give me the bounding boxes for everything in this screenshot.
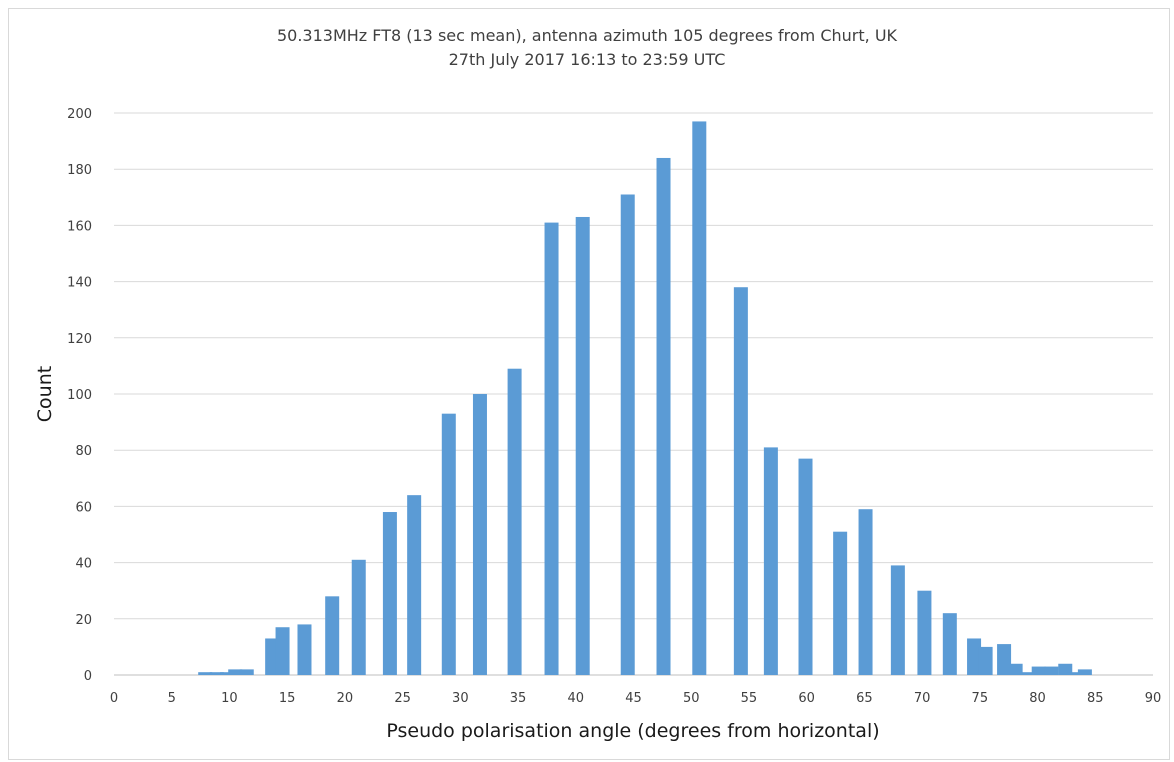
x-tick-label: 20 (337, 691, 354, 706)
bar (1021, 672, 1036, 675)
bar (198, 672, 213, 675)
bar (997, 644, 1012, 675)
x-tick-label: 35 (510, 691, 527, 706)
bar (507, 368, 522, 675)
x-tick-label: 30 (452, 691, 469, 706)
x-tick-label: 65 (856, 691, 873, 706)
y-axis-tick-labels: 0 20 40 60 80 100 120 140 160 180 200 (67, 107, 92, 684)
y-tick-label: 20 (75, 613, 92, 628)
bar (858, 509, 873, 675)
x-axis-label: Pseudo polarisation angle (degrees from … (386, 720, 879, 742)
x-tick-label: 0 (110, 691, 118, 706)
bar (407, 495, 422, 675)
y-tick-label: 200 (67, 107, 92, 122)
x-tick-label: 85 (1087, 691, 1104, 706)
bar (978, 646, 993, 675)
x-tick-label: 10 (221, 691, 238, 706)
bar (239, 669, 254, 675)
bar (441, 413, 456, 675)
x-tick-label: 15 (279, 691, 296, 706)
x-tick-label: 75 (972, 691, 989, 706)
bar (275, 627, 290, 675)
bar (544, 222, 559, 675)
y-tick-label: 140 (67, 276, 92, 291)
bar (325, 596, 340, 675)
bar (297, 624, 312, 675)
x-tick-label: 60 (798, 691, 815, 706)
x-tick-label: 45 (625, 691, 642, 706)
bar (917, 590, 932, 675)
bar (656, 157, 671, 675)
y-tick-label: 100 (67, 388, 92, 403)
y-axis-label: Count (34, 366, 56, 422)
y-tick-label: 160 (67, 219, 92, 234)
bar (1031, 666, 1046, 675)
x-tick-label: 5 (168, 691, 176, 706)
x-axis-tick-labels: 0 5 10 15 20 25 30 35 40 45 50 55 60 65 70 75 80 85 90 (110, 691, 1161, 706)
y-tick-label: 80 (75, 444, 92, 459)
bar (733, 287, 748, 675)
y-tick-label: 120 (67, 332, 92, 347)
bar (942, 613, 957, 675)
chart-title: 50.313MHz FT8 (13 sec mean), antenna azi… (276, 26, 898, 45)
y-tick-label: 60 (75, 500, 92, 515)
bar (209, 672, 224, 675)
bar (575, 216, 590, 675)
x-tick-label: 90 (1145, 691, 1162, 706)
x-tick-label: 55 (741, 691, 758, 706)
bar (620, 194, 635, 676)
bar (692, 121, 707, 676)
bar (220, 672, 235, 675)
bar (967, 638, 982, 675)
bar (382, 512, 397, 675)
bar (228, 669, 243, 675)
x-tick-label: 50 (683, 691, 700, 706)
bar (1008, 663, 1023, 675)
bar (798, 458, 813, 675)
y-tick-label: 40 (75, 557, 92, 572)
bar (1044, 666, 1059, 675)
x-tick-label: 40 (568, 691, 585, 706)
x-tick-label: 80 (1029, 691, 1046, 706)
bar (1058, 663, 1073, 675)
bar (1066, 672, 1081, 675)
chart-subtitle: 27th July 2017 16:13 to 23:59 UTC (448, 50, 726, 69)
bar (890, 565, 905, 675)
bar (1077, 669, 1092, 675)
bar (763, 447, 778, 675)
bar (833, 531, 848, 675)
bar (351, 559, 366, 675)
bar (472, 394, 487, 675)
x-tick-label: 25 (394, 691, 411, 706)
y-tick-label: 0 (84, 669, 92, 684)
x-tick-label: 70 (914, 691, 931, 706)
bars (198, 121, 1092, 676)
y-tick-label: 180 (67, 163, 92, 178)
